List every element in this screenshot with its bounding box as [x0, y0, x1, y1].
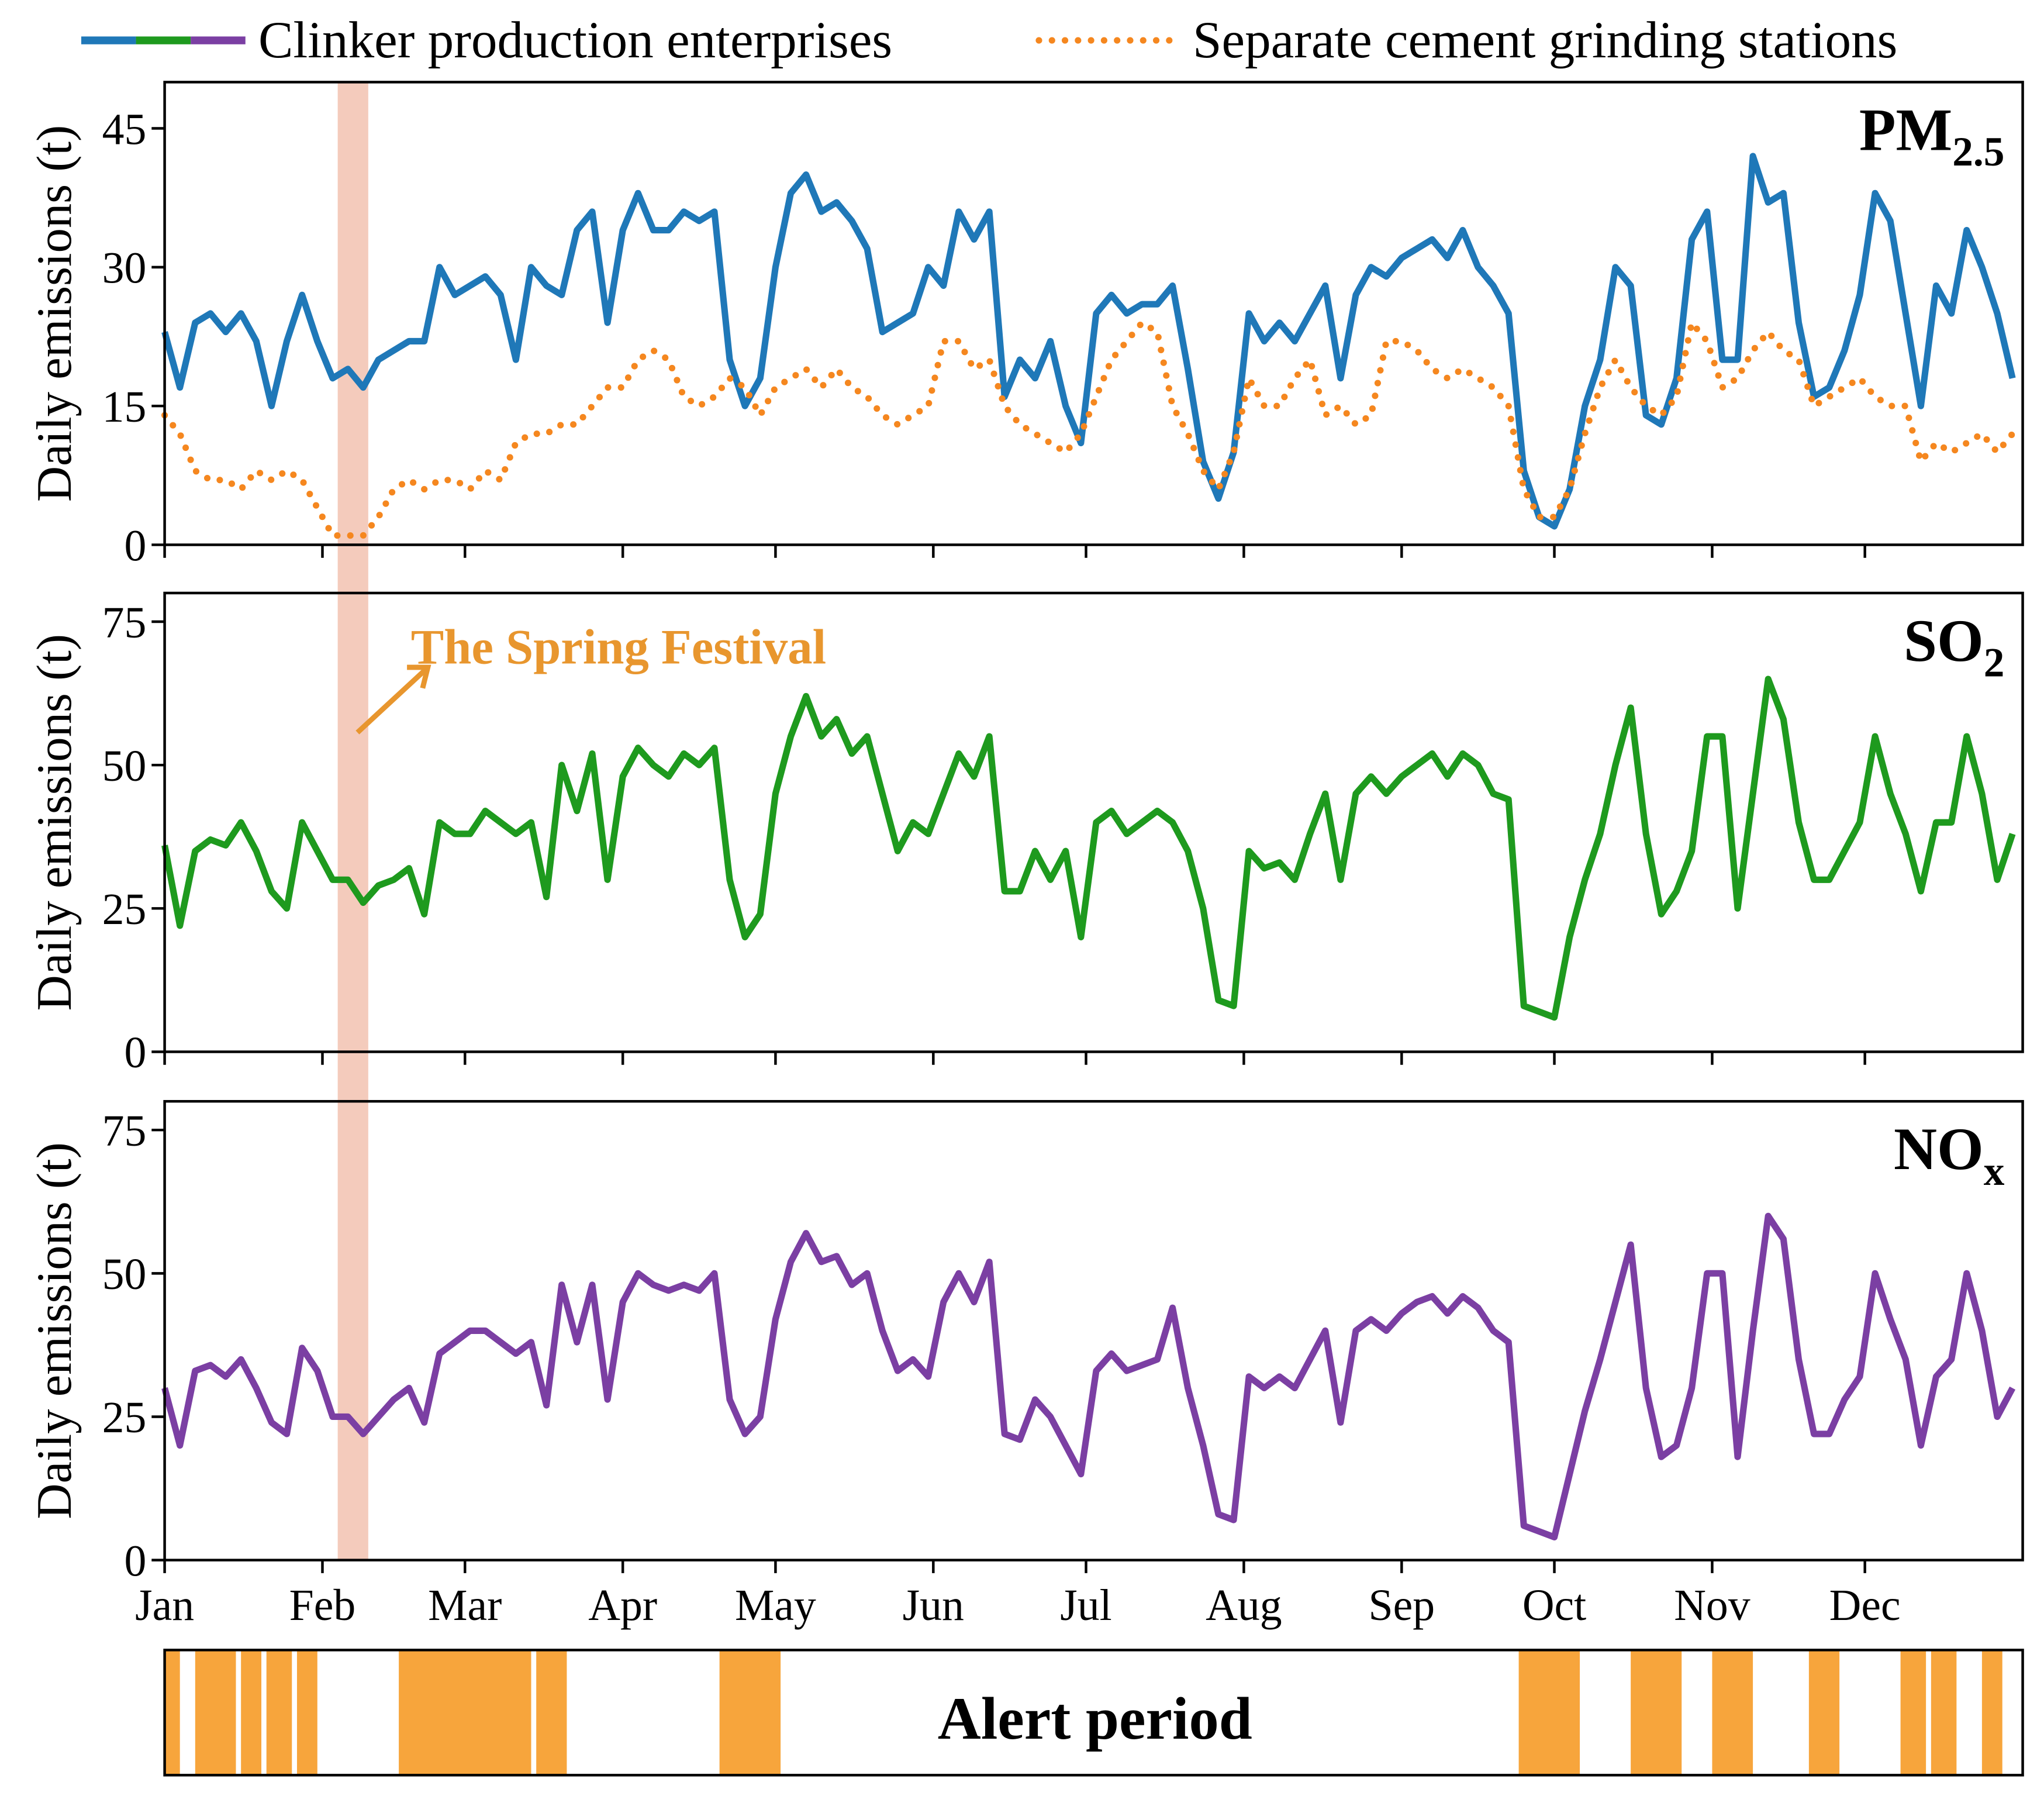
alert-period — [719, 1650, 781, 1776]
spring-festival-band — [337, 82, 368, 1560]
panel-title-main: PM — [1859, 97, 1952, 163]
x-tick-label: Apr — [588, 1581, 657, 1630]
alert-period — [164, 1650, 180, 1776]
series-line — [161, 1212, 2016, 1540]
plot-frame — [163, 591, 2024, 1053]
annotation: The Spring Festival — [411, 620, 826, 674]
series-line — [161, 153, 2016, 530]
y-tick-label: 0 — [124, 521, 146, 570]
x-tick-label: Jul — [1060, 1581, 1111, 1630]
y-tick-label: 25 — [102, 1393, 147, 1442]
alert-period — [1712, 1650, 1753, 1776]
alert-period — [266, 1650, 292, 1776]
alert-period — [1518, 1650, 1580, 1776]
alert-period — [1808, 1650, 1840, 1776]
x-tick-label: Mar — [428, 1581, 502, 1630]
alert-period — [241, 1650, 262, 1776]
x-tick-label: May — [735, 1581, 816, 1630]
y-tick-label: 30 — [102, 244, 147, 293]
alert-period — [1981, 1650, 2002, 1776]
alert-period — [536, 1650, 567, 1776]
plot-frame — [163, 81, 2024, 546]
x-tick-label: Sep — [1369, 1581, 1435, 1630]
y-axis-label: Daily emissions (t) — [27, 634, 82, 1011]
y-tick-label: 50 — [102, 742, 147, 791]
panel-title-sub: 2.5 — [1952, 129, 2004, 175]
y-tick-label: 45 — [102, 105, 147, 154]
alert-label: Alert period — [938, 1686, 1252, 1752]
x-tick-label: Oct — [1522, 1581, 1586, 1630]
alert-frame — [163, 1649, 2024, 1777]
panel-title: PM2.5 — [1859, 97, 2004, 175]
y-tick-label: 15 — [102, 382, 147, 432]
annotation-arrowhead — [407, 664, 431, 689]
y-tick-label: 0 — [124, 1028, 146, 1077]
y-tick-label: 25 — [102, 885, 147, 934]
panel-title-sub: x — [1984, 1148, 2005, 1194]
y-axis-label: Daily emissions (t) — [27, 125, 82, 502]
y-tick-label: 75 — [102, 1106, 147, 1156]
alert-period — [1931, 1650, 1957, 1776]
x-tick-label: Jun — [903, 1581, 964, 1630]
annotation-arrow — [355, 668, 427, 735]
x-tick-label: Dec — [1829, 1581, 1901, 1630]
y-tick-label: 50 — [102, 1250, 147, 1299]
alert-period — [1631, 1650, 1682, 1776]
alert-period — [1900, 1650, 1926, 1776]
y-axis-label: Daily emissions (t) — [27, 1142, 82, 1519]
panel-title: NOx — [1894, 1116, 2005, 1194]
series-line — [161, 675, 2016, 1021]
panel-title-main: SO — [1904, 608, 1984, 674]
panel-title: SO2 — [1904, 608, 2004, 686]
plot-frame — [163, 1099, 2024, 1561]
x-tick-label: Jan — [135, 1581, 194, 1630]
x-tick-label: Nov — [1674, 1581, 1750, 1630]
y-tick-label: 0 — [124, 1536, 146, 1585]
panel-title-sub: 2 — [1984, 640, 2005, 686]
x-tick-label: Aug — [1206, 1581, 1282, 1630]
alert-period — [195, 1650, 236, 1776]
alert-period — [399, 1650, 531, 1776]
legend-label: Clinker production enterprises — [258, 12, 892, 69]
panel-title-main: NO — [1894, 1116, 1984, 1183]
x-tick-label: Feb — [289, 1581, 356, 1630]
legend-label: Separate cement grinding stations — [1193, 12, 1897, 69]
series-line — [161, 319, 2016, 539]
y-tick-label: 75 — [102, 598, 147, 647]
alert-period — [296, 1650, 317, 1776]
